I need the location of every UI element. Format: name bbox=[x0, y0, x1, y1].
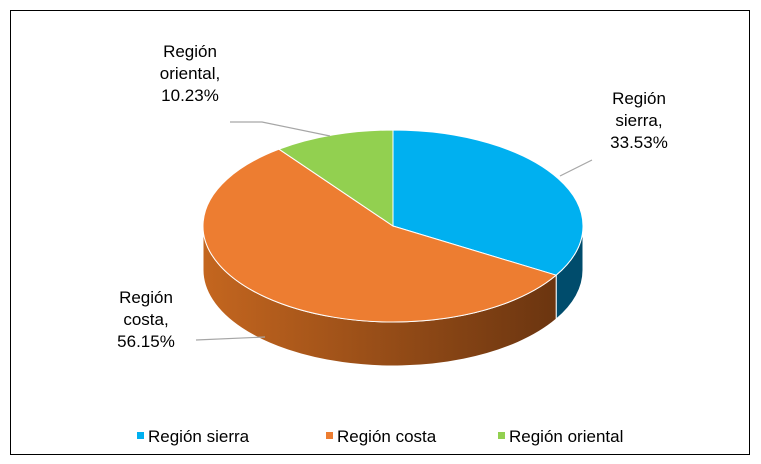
legend-label: Región costa bbox=[337, 427, 437, 446]
legend-label: Región oriental bbox=[509, 427, 623, 446]
legend-swatch bbox=[326, 432, 333, 439]
slice bbox=[277, 129, 394, 227]
legend-label: Región sierra bbox=[148, 427, 250, 446]
legend-swatch bbox=[137, 432, 144, 439]
leader-line bbox=[559, 159, 593, 177]
data-label: Región oriental, 10.23% bbox=[160, 42, 220, 105]
data-label: Región costa, 56.15% bbox=[117, 288, 175, 351]
leader-line bbox=[230, 121, 331, 137]
leader-line bbox=[195, 336, 266, 341]
slice bbox=[392, 129, 584, 276]
data-label: Región sierra, 33.53% bbox=[610, 89, 668, 152]
legend-swatch bbox=[498, 432, 505, 439]
slice bbox=[202, 148, 558, 323]
